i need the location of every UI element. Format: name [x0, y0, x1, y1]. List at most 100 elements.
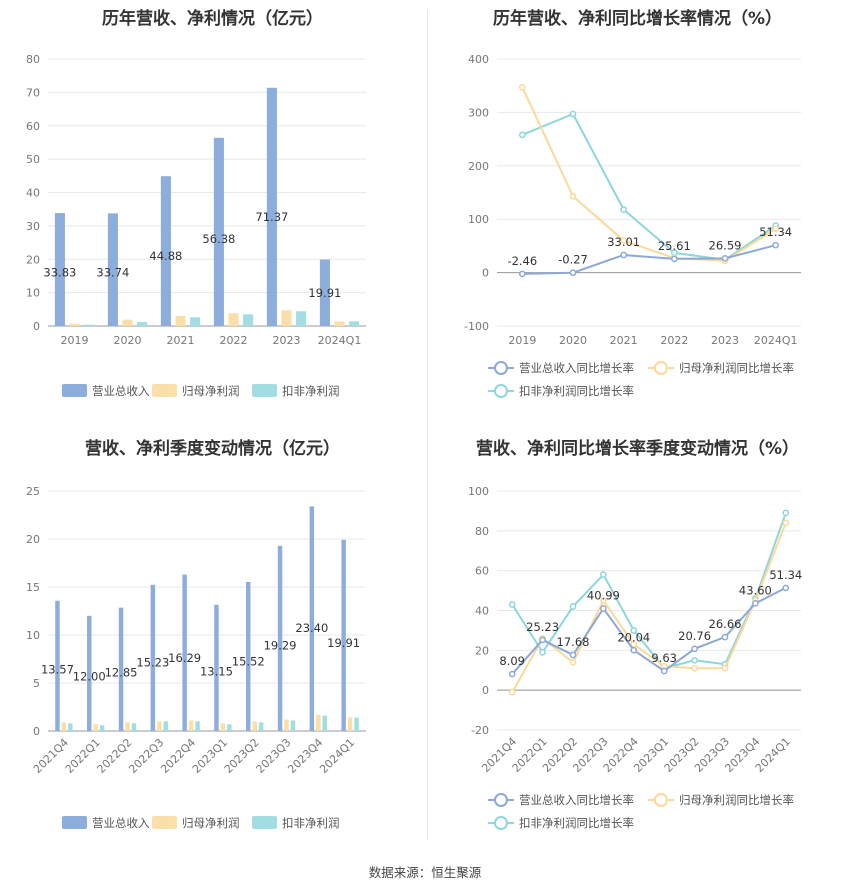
line-point	[721, 255, 729, 262]
bar-3	[290, 720, 296, 731]
x-tick-label: 2021	[167, 334, 195, 347]
line-point	[630, 627, 638, 634]
line-data-label: 40.99	[587, 589, 620, 603]
line-data-label: 8.09	[499, 654, 525, 668]
bar-data-label: 12.00	[73, 669, 106, 683]
y-tick-label: -100	[464, 320, 489, 333]
line-point	[620, 206, 628, 213]
y-tick-label: -20	[471, 724, 489, 737]
plot-group: -100 0 100 200 300 400 2019 2020 2021 2022 2023 202…	[464, 53, 801, 398]
line-point	[600, 571, 607, 579]
bar-1	[150, 584, 156, 731]
bar-2	[69, 323, 80, 326]
y-tick-label: 10	[26, 629, 40, 642]
bar-1	[160, 176, 171, 326]
bar-1	[107, 213, 118, 326]
legend-swatch	[152, 384, 177, 397]
plot-group: 05101520252021Q42022Q12022Q22022Q32022Q4…	[26, 485, 366, 830]
y-tick-label: 100	[468, 485, 489, 498]
legend-label: 归母净利润	[182, 384, 240, 398]
bar-data-label: 15.23	[136, 656, 169, 670]
bar-3	[163, 721, 168, 731]
y-tick-label: 5	[33, 677, 40, 690]
bar-data-label: 33.74	[96, 265, 129, 279]
bar-3	[195, 721, 200, 731]
y-tick-label: 10	[26, 287, 40, 300]
y-tick-label: 0	[33, 320, 40, 333]
bar-2	[61, 722, 67, 731]
bar-2	[334, 321, 345, 326]
bar-1	[309, 506, 315, 731]
legend-swatch	[252, 816, 277, 829]
line-point	[569, 192, 577, 200]
line-data-label: 43.60	[739, 583, 772, 597]
line-point	[691, 656, 698, 664]
bar-1	[341, 539, 346, 731]
x-tick-label: 2024Q1	[754, 334, 798, 347]
quarterly-growth-chart: -200204060801002021Q42022Q12022Q22022Q32…	[468, 485, 802, 830]
legend-swatch	[62, 384, 87, 397]
line-point	[782, 509, 790, 517]
line-point	[691, 645, 698, 653]
line-point	[660, 667, 668, 675]
y-tick-label: 60	[475, 565, 489, 578]
quarterly-growth-panel: 营收、净利同比增长率季度变动情况（%） -20 0 20 40 60 80 100 2021Q…	[425, 428, 850, 848]
line-point	[620, 237, 628, 244]
x-tick-label: 2023	[273, 334, 301, 347]
bar-2	[316, 714, 321, 731]
annual-growth-panel: 历年营收、净利同比增长率情况（%） -100 0 100 200 300 400 2019 2…	[425, 0, 850, 410]
x-tick-label: 2019	[61, 334, 89, 347]
line-point	[539, 636, 546, 644]
y-tick-label: 40	[26, 187, 40, 200]
annual-bar-chart: 0 10 20 30 40 50 60 70 80 2019 2020 2021 2022 2023 202…	[26, 53, 366, 398]
bar-data-label: 71.37	[255, 210, 288, 224]
bar-data-label: 44.88	[149, 249, 182, 263]
bar-data-label: 19.29	[264, 639, 297, 653]
bar-2	[93, 724, 98, 731]
bar-2	[228, 313, 239, 326]
line-series-3	[511, 512, 787, 670]
bar-3	[354, 717, 359, 731]
y-tick-label: 20	[26, 253, 40, 266]
bar-3	[322, 715, 327, 731]
y-tick-label: 20	[475, 644, 489, 657]
legend-swatch	[252, 384, 277, 397]
line-series-1	[522, 244, 776, 275]
bar-3	[227, 724, 232, 731]
legend-label: 扣非净利润	[282, 384, 340, 398]
y-tick-label: 0	[482, 267, 489, 280]
line-point	[569, 269, 577, 277]
legend-label: 扣非净利润	[282, 816, 340, 830]
line-point	[620, 251, 628, 259]
line-point	[772, 225, 780, 233]
bar-1	[182, 574, 187, 731]
bar-data-label: 16.29	[168, 651, 201, 665]
line-point	[721, 664, 729, 672]
line-point	[569, 110, 577, 118]
x-tick-label: 2020	[559, 334, 587, 347]
legend-swatch-marker	[494, 816, 508, 830]
line-point	[508, 670, 516, 678]
line-point	[782, 519, 790, 527]
bar-2	[284, 719, 289, 731]
y-tick-label: 0	[482, 684, 489, 697]
y-tick-label: 25	[26, 485, 40, 498]
annual-revenue-profit-panel: 历年营收、净利情况（亿元） 0 10 20 30 40 50 60 70 80 2019 2020 2…	[0, 0, 425, 410]
bar-data-label: 12.85	[105, 666, 138, 680]
line-point	[752, 599, 759, 607]
line-series-2	[511, 522, 787, 693]
line-point	[518, 131, 526, 139]
y-tick-label: 40	[475, 605, 489, 618]
y-tick-label: 100	[468, 213, 489, 226]
y-tick-label: 50	[26, 153, 40, 166]
bar-3	[99, 725, 105, 731]
bar-1	[319, 259, 330, 326]
line-data-label: 17.68	[557, 635, 590, 649]
annual-bar-chart-title: 历年营收、净利情况（亿元）	[102, 9, 323, 29]
bar-3	[243, 314, 254, 326]
bar-data-label: 19.91	[308, 286, 341, 300]
line-point	[600, 605, 607, 612]
line-point	[630, 646, 638, 654]
line-point	[691, 664, 698, 672]
bar-3	[349, 321, 360, 326]
